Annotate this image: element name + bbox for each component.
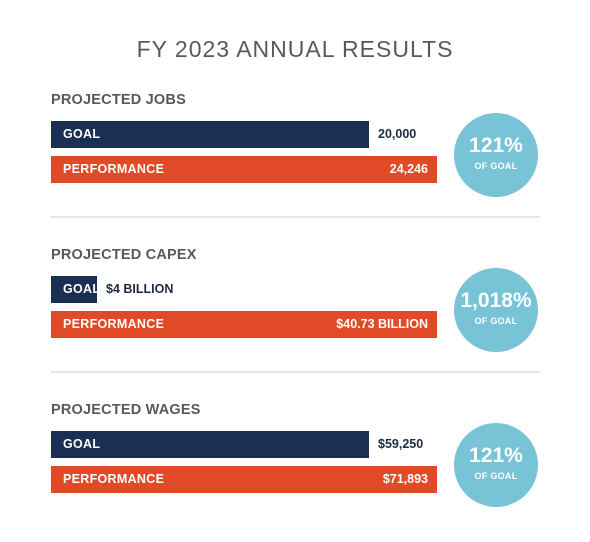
performance-bar-label: PERFORMANCE [63, 162, 165, 176]
goal-bar: GOAL [51, 121, 369, 148]
performance-value-label: $40.73 BILLION [336, 317, 428, 331]
section-projected-wages: PROJECTED WAGES GOAL $59,250 PERFORMANCE… [0, 402, 590, 542]
goal-bar: GOAL [51, 276, 101, 303]
section-projected-capex: PROJECTED CAPEX GOAL $4 BILLION PERFORMA… [0, 247, 590, 387]
section-projected-jobs: PROJECTED JOBS GOAL 20,000 PERFORMANCE 2… [0, 92, 590, 232]
performance-bar-label: PERFORMANCE [63, 317, 165, 331]
percent-of-goal-caption: OF GOAL [474, 471, 518, 481]
performance-bar: PERFORMANCE [51, 156, 437, 183]
divider [51, 371, 540, 373]
goal-value-label: $59,250 [378, 437, 424, 451]
percent-of-goal-badge: 121% OF GOAL [454, 423, 538, 507]
percent-of-goal-caption: OF GOAL [474, 316, 518, 326]
percent-of-goal-caption: OF GOAL [474, 161, 518, 171]
performance-value-label: 24,246 [389, 162, 428, 176]
section-title: PROJECTED JOBS [51, 92, 186, 108]
goal-value-label: $4 BILLION [106, 282, 174, 296]
percent-of-goal-badge: 121% OF GOAL [454, 113, 538, 197]
percent-of-goal-value: 1,018% [460, 289, 532, 312]
percent-of-goal-badge: 1,018% OF GOAL [454, 268, 538, 352]
page-title: FY 2023 ANNUAL RESULTS [136, 36, 454, 62]
goal-bar-label: GOAL [63, 127, 101, 141]
percent-of-goal-value: 121% [469, 134, 523, 157]
section-title: PROJECTED CAPEX [51, 247, 197, 263]
goal-bar-label: GOAL [63, 437, 101, 451]
section-title: PROJECTED WAGES [51, 402, 201, 418]
performance-bar: PERFORMANCE [51, 311, 437, 338]
percent-of-goal-value: 121% [469, 444, 523, 467]
goal-bar: GOAL [51, 431, 369, 458]
goal-bar-label: GOAL [63, 282, 101, 296]
performance-bar: PERFORMANCE [51, 466, 437, 493]
divider [51, 216, 540, 218]
performance-value-label: $71,893 [382, 472, 428, 486]
goal-value-label: 20,000 [378, 127, 417, 141]
performance-bar-label: PERFORMANCE [63, 472, 165, 486]
